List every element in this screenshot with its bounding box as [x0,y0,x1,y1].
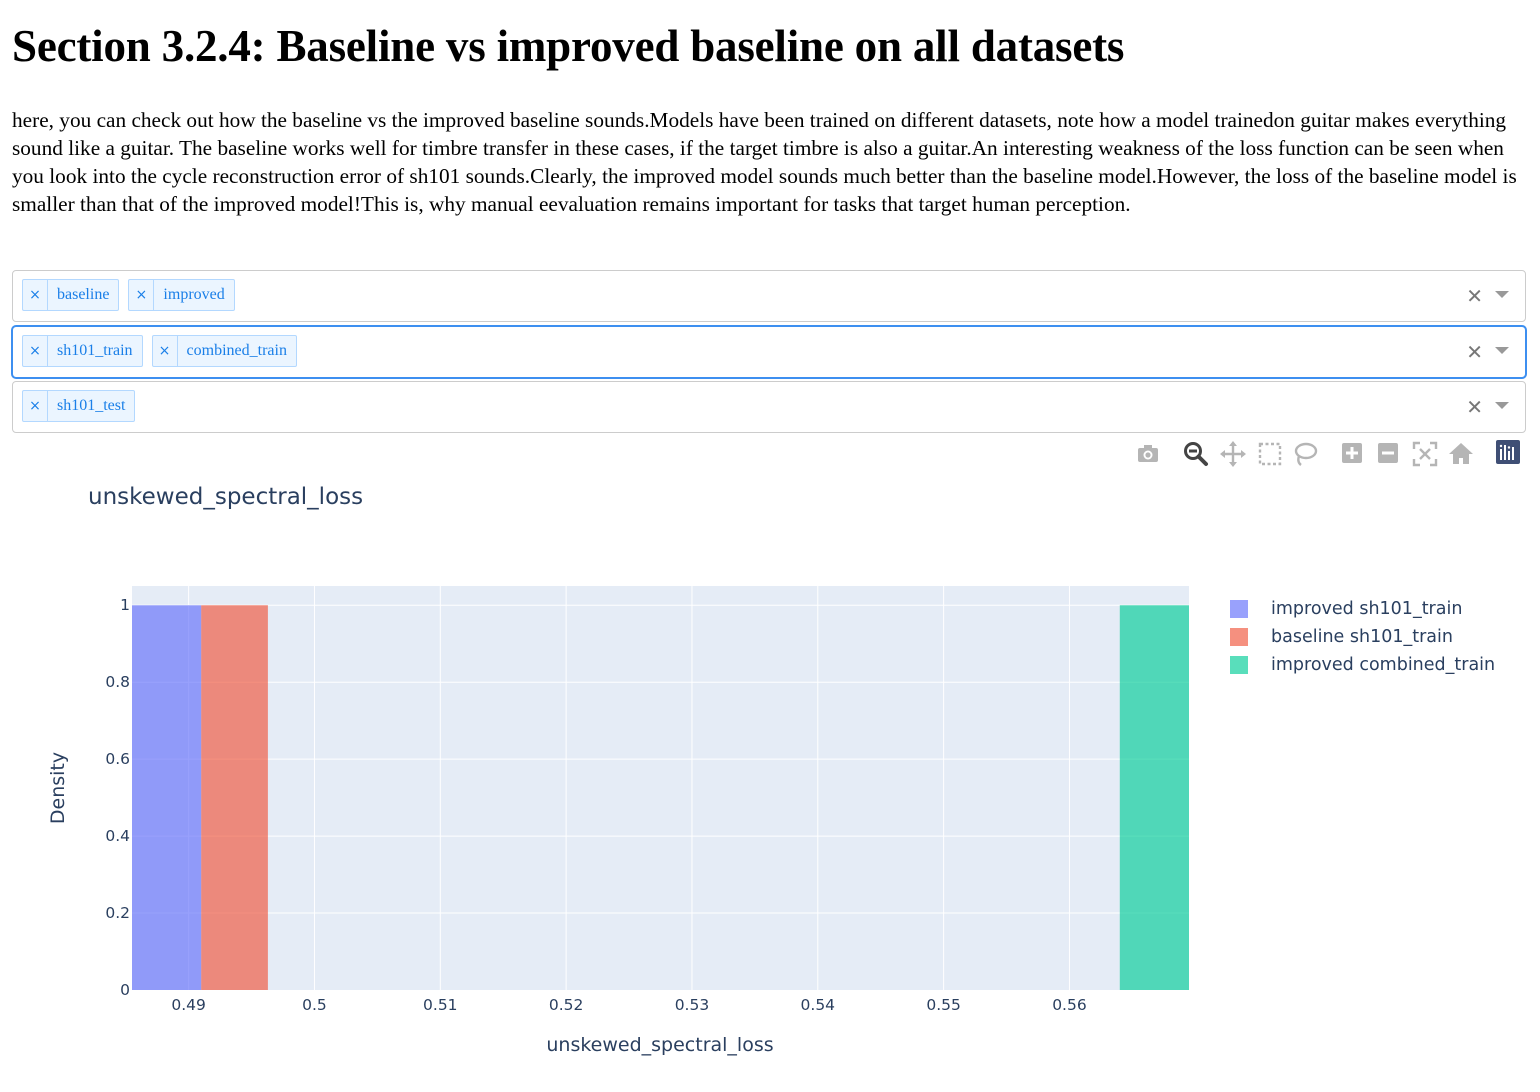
box-select-icon[interactable] [1256,440,1284,468]
chart-legend: improved sh101_train baseline sh101_trai… [1230,595,1495,679]
x-tick-label: 0.5 [302,996,327,1014]
legend-swatch [1230,656,1248,674]
remove-chip-icon[interactable]: × [23,391,48,421]
chip-sh101-train: × sh101_train [22,335,143,367]
y-tick-label: 0 [120,981,130,999]
model-selector[interactable]: × baseline × improved ✕ [12,270,1526,322]
legend-item[interactable]: improved sh101_train [1230,595,1495,623]
chip-baseline: × baseline [22,279,120,311]
chip-label: sh101_train [57,342,133,359]
y-axis-title: Density [47,752,69,824]
intro-paragraph: here, you can check out how the baseline… [12,108,1517,216]
x-tick-label: 0.52 [549,996,584,1014]
dropdown-arrow-icon[interactable] [1495,347,1509,354]
camera-icon[interactable] [1135,440,1161,466]
chip-label: improved [163,286,225,303]
pan-icon[interactable] [1219,440,1247,468]
autoscale-icon[interactable] [1411,440,1439,468]
train-dataset-selector[interactable]: × sh101_train × combined_train ✕ [12,326,1526,378]
x-axis-title: unskewed_spectral_loss [546,1034,773,1056]
legend-item[interactable]: baseline sh101_train [1230,623,1495,651]
chip-label: combined_train [186,342,287,359]
chip-improved: × improved [128,279,235,311]
legend-label: improved sh101_train [1271,599,1463,619]
y-tick-label: 0.4 [105,827,130,845]
legend-item[interactable]: improved combined_train [1230,651,1495,679]
legend-label: improved combined_train [1271,655,1496,675]
chip-sh101-test: × sh101_test [22,390,136,422]
chip-label: baseline [57,286,110,303]
x-tick-label: 0.56 [1052,996,1087,1014]
plotly-logo-icon[interactable] [1496,440,1520,464]
remove-chip-icon[interactable]: × [23,336,48,366]
legend-label: baseline sh101_train [1271,627,1453,647]
remove-chip-icon[interactable]: × [129,280,155,310]
chip-combined-train: × combined_train [151,335,297,367]
y-tick-label: 0.2 [105,904,130,922]
zoom-icon[interactable] [1182,440,1210,468]
y-tick-label: 0.8 [105,673,130,691]
histogram-bar[interactable] [132,605,202,990]
reset-axes-icon[interactable] [1447,440,1475,468]
clear-icon[interactable]: ✕ [1466,395,1483,419]
x-tick-label: 0.51 [423,996,458,1014]
clear-icon[interactable]: ✕ [1466,284,1483,308]
lasso-select-icon[interactable] [1291,440,1319,468]
legend-swatch [1230,600,1248,618]
x-tick-label: 0.55 [926,996,961,1014]
y-tick-label: 0.6 [105,750,130,768]
chart-title: unskewed_spectral_loss [88,484,364,510]
zoom-in-icon[interactable] [1339,440,1365,466]
legend-swatch [1230,628,1248,646]
test-dataset-selector[interactable]: × sh101_test ✕ [12,381,1526,433]
chip-label: sh101_test [57,397,126,414]
histogram-bar[interactable] [1119,605,1189,990]
page-title: Section 3.2.4: Baseline vs improved base… [12,21,1125,71]
remove-chip-icon[interactable]: × [23,280,48,310]
histogram-bar[interactable] [201,605,268,990]
x-tick-label: 0.53 [675,996,710,1014]
dropdown-arrow-icon[interactable] [1495,291,1509,298]
chart-modebar [1130,440,1526,470]
x-tick-label: 0.49 [171,996,206,1014]
plot-background[interactable] [132,586,1189,990]
remove-chip-icon[interactable]: × [153,336,178,366]
y-tick-label: 1 [120,596,130,614]
x-tick-label: 0.54 [801,996,836,1014]
clear-icon[interactable]: ✕ [1466,340,1483,364]
dropdown-arrow-icon[interactable] [1495,402,1509,409]
zoom-out-icon[interactable] [1375,440,1401,466]
